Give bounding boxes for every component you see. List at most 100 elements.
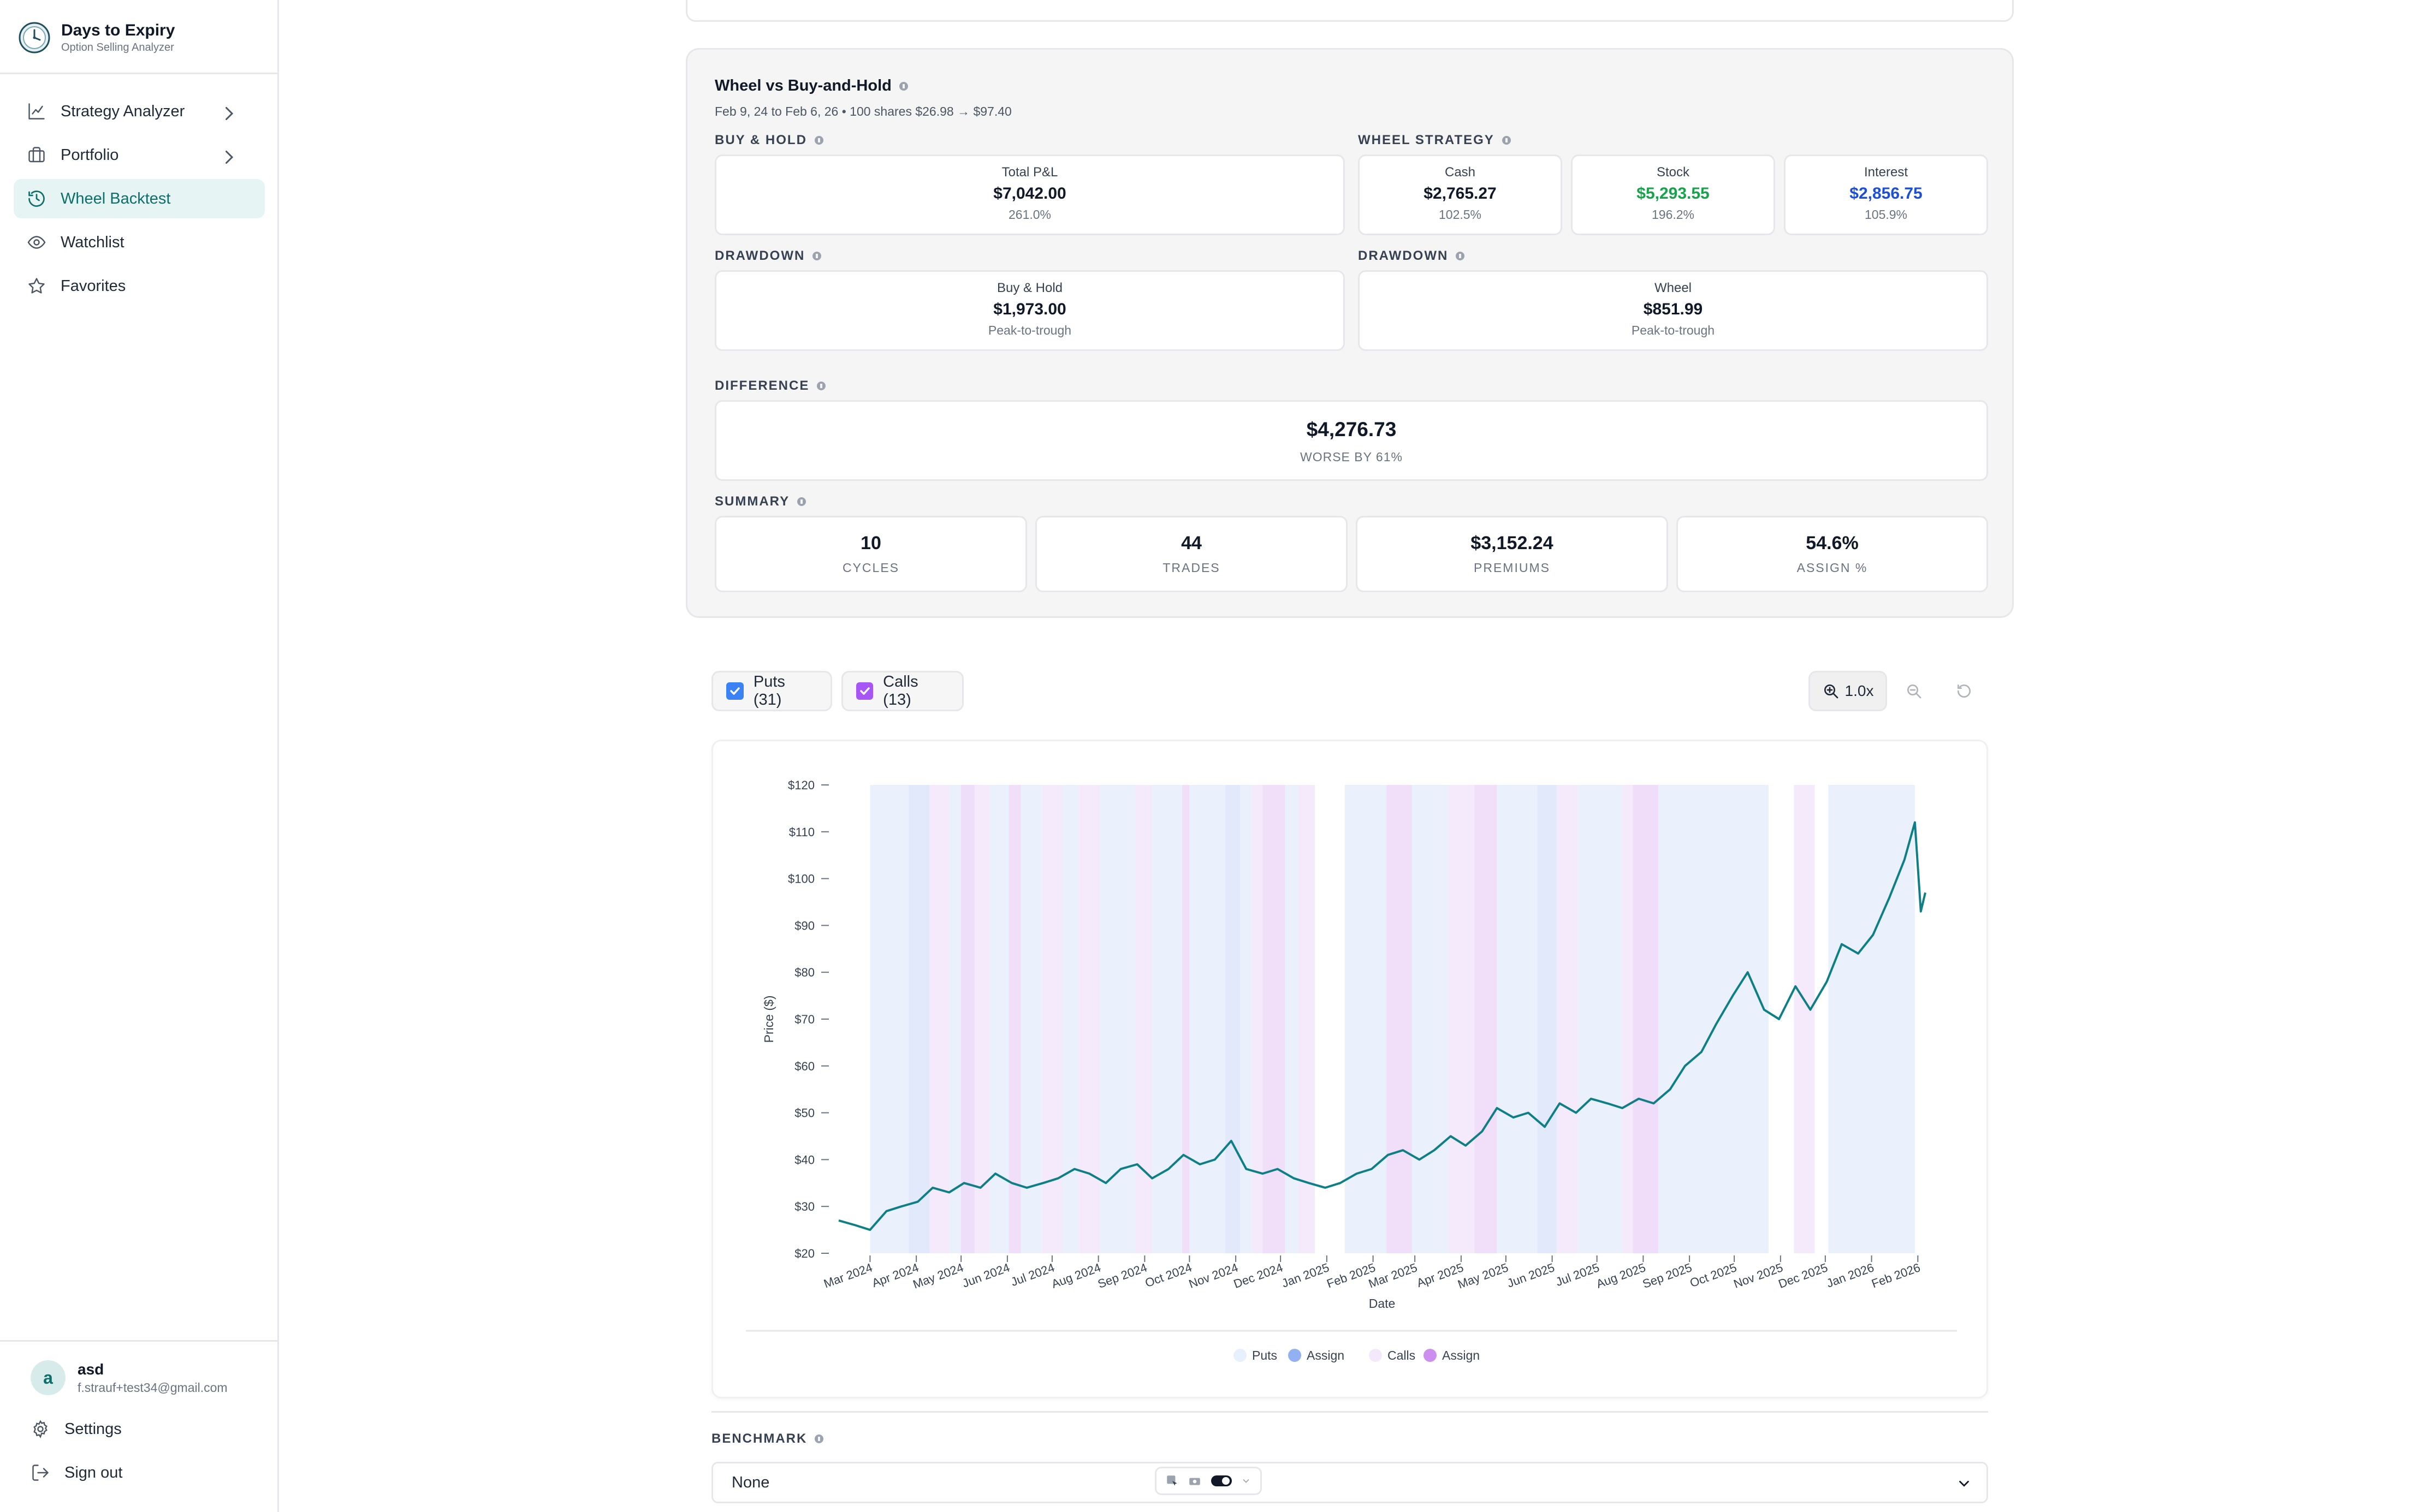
puts-assign-band xyxy=(1225,785,1241,1253)
line-chart-icon xyxy=(28,103,45,120)
sidebar-item-portfolio[interactable]: Portfolio xyxy=(14,135,265,175)
puts-band xyxy=(1828,785,1915,1253)
summary-label: CYCLES xyxy=(842,561,900,575)
check-icon xyxy=(730,687,740,695)
summary-value: 10 xyxy=(861,533,881,553)
chevron-right-icon xyxy=(226,107,234,120)
y-tick-label: $50 xyxy=(794,1106,815,1120)
y-tick-label: $40 xyxy=(794,1153,815,1166)
y-tick-label: $90 xyxy=(794,919,815,932)
price-chart[interactable]: $20 $30 $40 $50 $60 $70 $80 $90 $100 $110 $120 Mar … xyxy=(713,741,1990,1400)
section-label-text: BUY & HOLD xyxy=(715,133,807,147)
calls-band xyxy=(1079,785,1100,1253)
sign-out-link[interactable]: Sign out xyxy=(31,1463,122,1483)
stat-note: Peak-to-trough xyxy=(988,323,1072,337)
toggle-icon[interactable] xyxy=(1211,1474,1232,1488)
legend-swatch xyxy=(1288,1349,1301,1362)
sign-out-label: Sign out xyxy=(64,1463,123,1481)
difference-note: WORSE BY 61% xyxy=(1300,450,1403,464)
calls-band xyxy=(1449,785,1475,1253)
user-name: asd xyxy=(78,1360,104,1378)
x-tick-label: Nov 2024 xyxy=(1187,1260,1240,1291)
info-icon[interactable] xyxy=(817,382,826,390)
zoom-level-button[interactable]: 1.0x xyxy=(1808,671,1887,711)
x-tick-label: Mar 2025 xyxy=(1367,1260,1419,1290)
floating-toolbar[interactable] xyxy=(1155,1467,1262,1495)
legend-label: Assign xyxy=(1442,1348,1480,1362)
stat-value: $851.99 xyxy=(1643,300,1703,318)
info-icon[interactable] xyxy=(1456,252,1465,260)
drawdown-wheel-box: Wheel $851.99 Peak-to-trough xyxy=(1358,270,1988,351)
sidebar-item-label: Favorites xyxy=(61,277,126,295)
info-icon[interactable] xyxy=(797,497,806,506)
summary-value: 54.6% xyxy=(1806,533,1859,553)
calls-checkbox[interactable] xyxy=(856,682,874,700)
puts-band xyxy=(1577,785,1623,1253)
x-tick-label: May 2025 xyxy=(1456,1260,1510,1291)
puts-filter-chip[interactable]: Puts (31) xyxy=(711,671,832,711)
user-email: f.strauf+test34@gmail.com xyxy=(78,1380,228,1395)
reset-icon xyxy=(1958,684,1971,698)
x-tick-label: Dec 2025 xyxy=(1777,1260,1830,1291)
settings-link[interactable]: Settings xyxy=(31,1419,122,1439)
info-icon[interactable] xyxy=(814,136,823,145)
benchmark-select[interactable]: None xyxy=(711,1462,1988,1503)
stat-value: $5,293.55 xyxy=(1636,184,1710,203)
stat-value: $2,765.27 xyxy=(1423,184,1497,203)
calls-assign-band xyxy=(1386,785,1412,1253)
zoom-level-label: 1.0x xyxy=(1844,682,1874,699)
sidebar-item-strategy-analyzer[interactable]: Strategy Analyzer xyxy=(14,92,265,131)
drawdown-bh-section-label: DRAWDOWN xyxy=(715,248,822,264)
puts-band xyxy=(1100,785,1136,1253)
user-profile[interactable]: a asd f.strauf+test34@gmail.com xyxy=(31,1360,228,1395)
settings-label: Settings xyxy=(64,1420,122,1438)
sidebar-divider xyxy=(0,73,277,74)
sidebar-item-watchlist[interactable]: Watchlist xyxy=(14,223,265,262)
chevron-down-icon[interactable] xyxy=(1241,1475,1251,1486)
check-icon xyxy=(859,687,870,695)
wheel-interest-box: Interest $2,856.75 105.9% xyxy=(1784,154,1988,235)
calls-band xyxy=(1556,785,1578,1253)
zoom-out-button[interactable] xyxy=(1896,671,1932,711)
buy-hold-total-box: Total P&L $7,042.00 261.0% xyxy=(715,154,1345,235)
info-icon[interactable] xyxy=(899,81,908,91)
section-label-text: BENCHMARK xyxy=(711,1431,808,1446)
app-name: Days to Expiry xyxy=(61,21,175,39)
calls-band xyxy=(1252,785,1263,1253)
sidebar-item-favorites[interactable]: Favorites xyxy=(14,266,265,306)
puts-band xyxy=(1189,785,1225,1253)
info-icon[interactable] xyxy=(812,252,822,260)
section-label-text: WHEEL STRATEGY xyxy=(1358,133,1494,147)
eye-icon xyxy=(27,236,46,249)
y-axis-title: Price ($) xyxy=(762,996,776,1043)
stat-label: Wheel xyxy=(1654,281,1692,295)
stat-label: Total P&L xyxy=(1001,165,1058,180)
calls-filter-chip[interactable]: Calls (13) xyxy=(841,671,964,711)
summary-label: ASSIGN % xyxy=(1796,561,1868,575)
briefcase-icon xyxy=(28,147,45,163)
puts-band xyxy=(870,785,909,1253)
price-line xyxy=(838,821,1926,1231)
camera-icon[interactable] xyxy=(1188,1474,1202,1488)
legend-swatch xyxy=(1423,1349,1437,1362)
calls-assign-band xyxy=(1633,785,1658,1253)
puts-checkbox[interactable] xyxy=(726,682,744,700)
difference-box: $4,276.73 WORSE BY 61% xyxy=(715,400,1988,481)
reset-zoom-button[interactable] xyxy=(1946,671,1982,711)
price-chart-card: $20 $30 $40 $50 $60 $70 $80 $90 $100 $110 $120 Mar … xyxy=(711,740,1988,1398)
info-icon[interactable] xyxy=(1502,136,1511,145)
cursor-icon[interactable] xyxy=(1165,1474,1179,1488)
brand[interactable]: Days to Expiry Option Selling Analyzer xyxy=(19,19,175,57)
legend-label: Calls xyxy=(1387,1348,1415,1362)
sidebar-footer-divider xyxy=(0,1340,277,1342)
x-tick-label: May 2024 xyxy=(911,1260,965,1291)
info-icon[interactable] xyxy=(815,1434,824,1443)
stat-label: Buy & Hold xyxy=(997,281,1063,295)
summary-assign-box: 54.6% ASSIGN % xyxy=(1676,516,1988,592)
sidebar-item-wheel-backtest[interactable]: Wheel Backtest xyxy=(14,179,265,218)
y-tick-label: $120 xyxy=(788,778,815,792)
stat-percent: 261.0% xyxy=(1008,207,1051,222)
zoom-out-icon xyxy=(1907,684,1921,699)
stat-value: $1,973.00 xyxy=(993,300,1066,318)
stat-value: $2,856.75 xyxy=(1849,184,1923,203)
